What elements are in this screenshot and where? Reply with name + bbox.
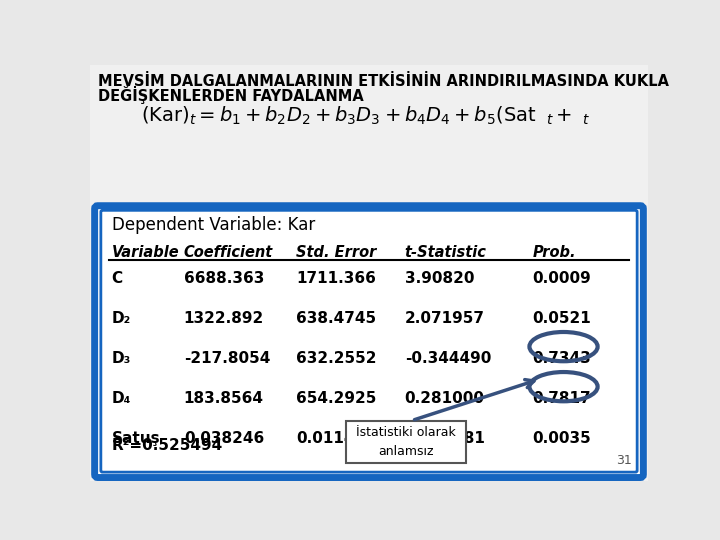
Text: Variable: Variable bbox=[112, 245, 179, 260]
FancyBboxPatch shape bbox=[86, 60, 652, 485]
Text: 0.038246: 0.038246 bbox=[184, 431, 264, 447]
Text: 1322.892: 1322.892 bbox=[184, 311, 264, 326]
Text: 183.8564: 183.8564 bbox=[184, 392, 264, 406]
Text: Satuş: Satuş bbox=[112, 431, 161, 447]
Text: 6688.363: 6688.363 bbox=[184, 271, 264, 286]
Text: 3.90820: 3.90820 bbox=[405, 271, 474, 286]
FancyBboxPatch shape bbox=[94, 206, 644, 477]
Text: 0.0521: 0.0521 bbox=[533, 311, 591, 326]
Text: R²=0.525494: R²=0.525494 bbox=[112, 438, 223, 453]
Text: MEVSİM DALGALANMALARININ ETKİSİNİN ARINDIRILMASINDA KUKLA: MEVSİM DALGALANMALARININ ETKİSİNİN ARIND… bbox=[98, 74, 669, 89]
Text: 1711.366: 1711.366 bbox=[296, 271, 376, 286]
FancyBboxPatch shape bbox=[101, 211, 637, 472]
Text: D₃: D₃ bbox=[112, 351, 131, 366]
Text: DEĞİŞKENLERDEN FAYDALANMA: DEĞİŞKENLERDEN FAYDALANMA bbox=[98, 86, 364, 104]
Text: 0.281000: 0.281000 bbox=[405, 392, 485, 406]
Text: Prob.: Prob. bbox=[533, 245, 576, 260]
Text: 0.0035: 0.0035 bbox=[533, 431, 591, 447]
Text: İstatistiki olarak
anlamsız: İstatistiki olarak anlamsız bbox=[356, 426, 456, 458]
Text: Coefficient: Coefficient bbox=[184, 245, 273, 260]
Text: -0.344490: -0.344490 bbox=[405, 351, 491, 366]
Text: 654.2925: 654.2925 bbox=[296, 392, 377, 406]
Text: Dependent Variable: Kar: Dependent Variable: Kar bbox=[112, 215, 315, 234]
Text: Std. Error: Std. Error bbox=[296, 245, 377, 260]
Text: -217.8054: -217.8054 bbox=[184, 351, 270, 366]
Text: 0.011481: 0.011481 bbox=[296, 431, 376, 447]
Text: C: C bbox=[112, 271, 123, 286]
Text: 31: 31 bbox=[616, 454, 631, 467]
Text: D₄: D₄ bbox=[112, 392, 131, 406]
Text: 3.331281: 3.331281 bbox=[405, 431, 485, 447]
Text: D₂: D₂ bbox=[112, 311, 131, 326]
Text: $\left(\mathrm{Kar}\right)_t = b_1 + b_2D_2 + b_3D_3 + b_4D_4 + b_5\left(\mathrm: $\left(\mathrm{Kar}\right)_t = b_1 + b_2… bbox=[140, 105, 590, 127]
Text: 0.7343: 0.7343 bbox=[533, 351, 591, 366]
Text: 632.2552: 632.2552 bbox=[296, 351, 377, 366]
Text: 0.7817: 0.7817 bbox=[533, 392, 591, 406]
Text: 638.4745: 638.4745 bbox=[296, 311, 377, 326]
FancyBboxPatch shape bbox=[346, 421, 466, 463]
Text: t-Statistic: t-Statistic bbox=[405, 245, 487, 260]
Text: 0.0009: 0.0009 bbox=[533, 271, 591, 286]
Text: 2.071957: 2.071957 bbox=[405, 311, 485, 326]
